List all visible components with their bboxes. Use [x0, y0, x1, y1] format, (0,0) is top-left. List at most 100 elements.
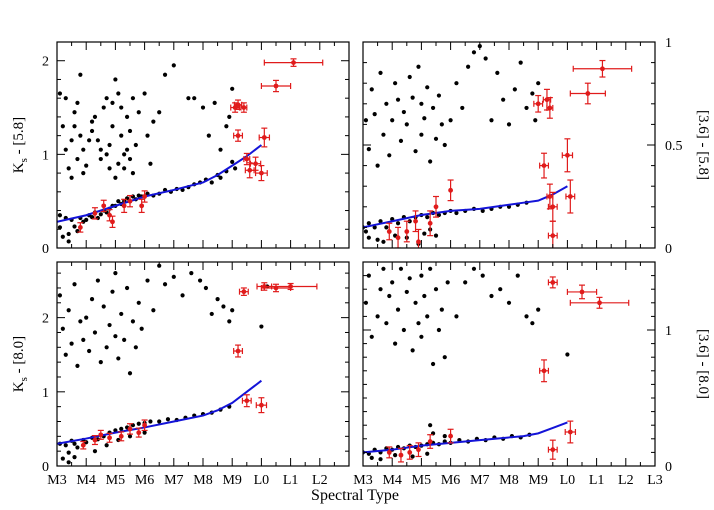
field-point — [136, 300, 141, 305]
target-marker — [244, 156, 250, 162]
field-point — [395, 221, 401, 226]
field-point — [116, 161, 121, 166]
target-marker — [288, 284, 293, 289]
target-point — [427, 210, 434, 237]
y-tick-label: 0 — [42, 242, 49, 257]
field-point — [393, 453, 398, 458]
target-point — [263, 58, 324, 67]
field-point — [483, 56, 488, 61]
panel-bottom-right: M3 M4 M5 M6 M7 M8 M9 L0 L1 L2 L30 1 [3.6] - [8.0] — [353, 261, 711, 488]
field-point — [471, 50, 477, 55]
y-tick-label: 1 — [665, 36, 672, 51]
target-marker — [92, 210, 98, 216]
target-point — [533, 94, 544, 113]
field-point — [384, 101, 389, 106]
field-point — [78, 319, 83, 324]
field-point — [113, 77, 118, 82]
field-point — [506, 300, 512, 305]
field-point — [480, 208, 485, 214]
target-point — [386, 446, 393, 459]
field-point — [72, 224, 77, 229]
target-marker — [136, 430, 142, 436]
y-title-main: K — [11, 381, 27, 392]
field-point — [372, 225, 377, 230]
field-point — [398, 266, 404, 271]
field-point — [72, 110, 77, 115]
y-tick-label: 0.5 — [665, 139, 683, 154]
field-point — [127, 371, 133, 376]
target-point — [561, 138, 574, 173]
x-tick-label: L0 — [560, 473, 576, 488]
target-point — [240, 102, 248, 113]
field-point — [393, 81, 398, 86]
field-point — [136, 110, 141, 115]
field-point — [425, 451, 430, 456]
field-point — [224, 124, 229, 129]
field-point — [425, 85, 430, 90]
field-point — [75, 156, 80, 162]
panel-top-right-frame — [362, 41, 656, 249]
field-point — [57, 91, 63, 96]
field-point — [84, 163, 89, 168]
field-point — [530, 91, 535, 96]
field-point — [413, 149, 418, 154]
field-point — [92, 114, 98, 120]
field-point — [501, 97, 506, 102]
field-point — [171, 63, 176, 68]
field-point — [110, 100, 115, 105]
target-marker — [427, 220, 433, 226]
field-point — [463, 280, 468, 285]
x-tick-label: L2 — [618, 473, 634, 488]
target-point — [233, 344, 244, 358]
field-point — [98, 360, 103, 365]
field-point — [425, 215, 430, 220]
x-tick-label: M5 — [106, 473, 125, 488]
target-marker — [433, 204, 439, 210]
x-tick-label: M9 — [222, 473, 241, 488]
field-point — [419, 273, 424, 278]
field-point — [433, 136, 439, 141]
y-tick-label: 1 — [42, 386, 49, 401]
field-point — [218, 147, 223, 152]
target-point — [386, 222, 393, 241]
field-point — [419, 132, 424, 137]
field-point — [530, 321, 535, 326]
field-point — [95, 278, 100, 283]
target-point — [406, 445, 413, 460]
field-point — [122, 166, 127, 171]
field-point — [116, 437, 121, 443]
field-point — [393, 341, 398, 346]
field-point — [151, 308, 156, 313]
target-marker — [107, 212, 112, 218]
field-point — [157, 419, 162, 424]
target-marker — [253, 161, 258, 167]
target-marker — [273, 83, 279, 89]
field-point — [230, 159, 235, 164]
target-marker — [547, 194, 553, 199]
target-point — [569, 296, 630, 309]
field-point — [66, 460, 71, 465]
field-point — [372, 112, 377, 117]
target-marker — [579, 289, 585, 295]
field-point — [533, 118, 538, 123]
field-point — [378, 219, 383, 224]
field-point — [104, 443, 109, 448]
target-marker — [550, 280, 556, 285]
field-point — [395, 307, 401, 312]
field-point — [119, 133, 124, 138]
field-point — [221, 304, 226, 309]
x-tick-label: M7 — [470, 473, 489, 488]
target-point — [127, 194, 133, 208]
target-point — [258, 127, 271, 148]
y-title-rest: - [5.8] — [11, 117, 27, 158]
target-point — [260, 79, 292, 93]
field-point — [84, 217, 89, 223]
field-point — [57, 293, 63, 298]
field-point — [171, 274, 176, 279]
field-point — [454, 210, 459, 216]
field-point — [375, 237, 380, 242]
field-point — [113, 334, 118, 339]
field-point — [92, 449, 98, 454]
target-marker — [241, 289, 247, 295]
